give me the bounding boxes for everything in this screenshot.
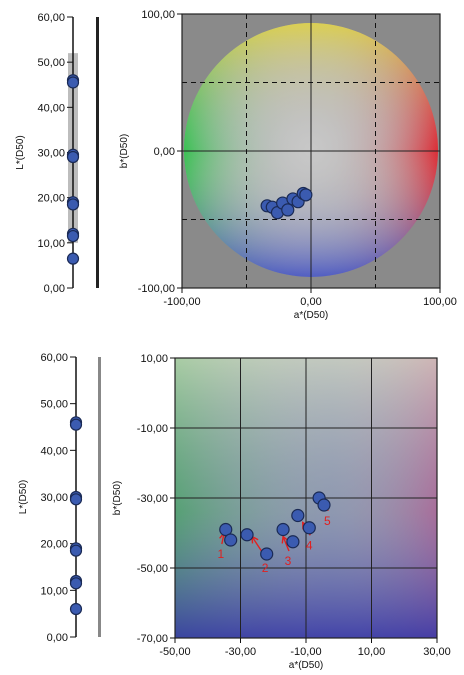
ab-y-tick-label: 10,00 <box>140 353 168 365</box>
ab-x-tick-label: 100,00 <box>423 296 457 308</box>
ab-y-axis-label: b*(D50) <box>112 481 123 515</box>
annotation-label: 1 <box>218 547 225 561</box>
ab-x-tick-label: -30,00 <box>225 646 256 658</box>
ab-x-tick-label: -10,00 <box>290 646 321 658</box>
lightness-data-point <box>66 229 80 243</box>
lightness-data-point <box>69 602 83 616</box>
lightness-tick-label: 0,00 <box>47 632 68 644</box>
lightness-tick-label: 50,00 <box>37 57 65 69</box>
annotation-label: 2 <box>262 561 269 575</box>
annotation-label: 4 <box>306 538 313 552</box>
ab-x-tick-label: -100,00 <box>163 296 200 308</box>
ab-data-point <box>219 522 233 537</box>
annotation-label: 5 <box>324 514 331 528</box>
lightness-axis-label: L*(D50) <box>15 135 26 169</box>
lightness-data-point <box>69 577 83 590</box>
ab-y-tick-label: 0,00 <box>154 146 175 158</box>
ab-y-tick-label: -10,00 <box>137 423 168 435</box>
ab-y-tick-label: -70,00 <box>137 633 168 645</box>
ab-data-point <box>317 498 331 512</box>
ab-data-point <box>302 521 316 535</box>
lightness-data-point <box>66 198 80 211</box>
ab-data-point <box>291 508 305 523</box>
lightness-tick-label: 40,00 <box>37 102 65 114</box>
ab-data-point <box>276 522 290 537</box>
ab-data-point <box>260 547 274 561</box>
ab-data-point <box>281 203 295 217</box>
bottom-lightness-panel: 0,00 10,00 20,00 30,00 40,00 50,00 60,00 L*(D50… <box>18 352 101 644</box>
lightness-tick-label: 30,00 <box>37 148 65 160</box>
ab-y-axis-label: b*(D50) <box>119 134 130 168</box>
lightness-tick-label: 20,00 <box>40 539 68 551</box>
lightness-data-point <box>69 544 83 557</box>
ab-y-tick-label: -30,00 <box>137 493 168 505</box>
ab-y-tick-label: -50,00 <box>137 563 168 575</box>
ab-x-tick-label: 30,00 <box>423 646 451 658</box>
ab-x-axis-label: a*(D50) <box>294 310 328 321</box>
top-lightness-panel: 0,00 10,00 20,00 30,00 40,00 50,00 60,00 L*(D50… <box>15 12 99 295</box>
ab-x-axis-label: a*(D50) <box>289 660 323 671</box>
lightness-data-point <box>69 418 83 431</box>
ab-data-point <box>240 528 254 542</box>
lightness-tick-label: 60,00 <box>40 352 68 364</box>
ab-data-point <box>299 188 313 202</box>
annotation-label: 3 <box>285 554 292 568</box>
lightness-tick-label: 50,00 <box>40 399 68 411</box>
top-ab-panel: -100,00 0,00 100,00 -100,00 0,00 100,00 a*(D50… <box>119 9 457 321</box>
ab-data-point <box>224 533 238 547</box>
ab-x-tick-label: 0,00 <box>300 296 321 308</box>
lightness-tick-label: 10,00 <box>37 238 65 250</box>
lightness-axis-label: L*(D50) <box>18 480 29 514</box>
lightness-scale-bar <box>96 17 99 288</box>
lightness-tick-label: 60,00 <box>37 12 65 24</box>
ab-x-tick-label: -50,00 <box>159 646 190 658</box>
annotation-arrow-shaft <box>282 536 290 552</box>
annotation-arrow-head <box>281 535 289 544</box>
bottom-ab-panel: -50,00 -30,00 -10,00 10,00 30,00-70,00-50,00… <box>112 353 451 671</box>
lightness-tick-label: 0,00 <box>44 283 65 295</box>
ab-y-tick-label: 100,00 <box>141 9 175 21</box>
ab-data-point <box>286 535 300 549</box>
ab-y-tick-label: -100,00 <box>138 283 175 295</box>
lightness-tick-label: 40,00 <box>40 445 68 457</box>
lightness-tick-label: 20,00 <box>37 193 65 205</box>
lightness-data-point <box>66 150 80 164</box>
lightness-data-point <box>69 493 83 506</box>
lightness-tick-label: 30,00 <box>40 492 68 504</box>
lightness-data-point <box>66 252 80 265</box>
ab-x-tick-label: 10,00 <box>358 646 386 658</box>
lightness-data-point <box>66 76 80 89</box>
lightness-scale-bar <box>98 357 101 637</box>
lightness-tick-label: 10,00 <box>40 585 68 597</box>
